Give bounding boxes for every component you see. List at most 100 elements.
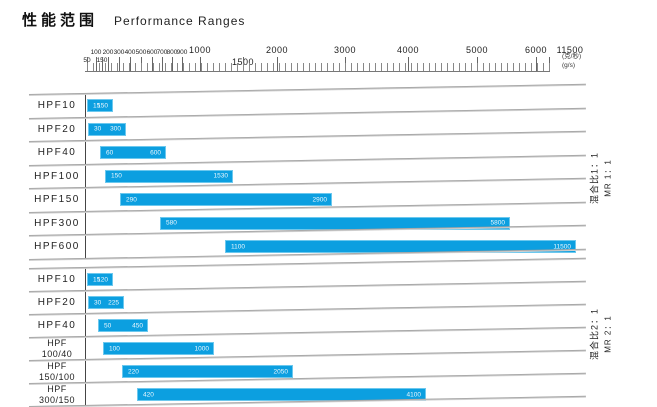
bar-min-value: 100 (109, 345, 120, 352)
axis-major-tick (152, 57, 153, 71)
axis-minor-tick (489, 63, 490, 71)
axis-major-tick (172, 57, 173, 71)
row-divider (28, 257, 586, 270)
axis-tick-label: 5000 (465, 45, 489, 55)
axis-minor-tick (249, 63, 250, 71)
axis-tick-label: 6000 (524, 45, 548, 55)
page-title: 性能范围 Performance Ranges (22, 9, 245, 30)
bar-max-value: 450 (132, 322, 143, 329)
axis-tick-label: 300 (113, 49, 125, 56)
row-label-HPF10: HPF10 (37, 100, 77, 112)
axis-minor-tick (243, 63, 244, 71)
page-title-en: Performance Ranges (114, 14, 246, 28)
range-bar-HPF-150-100: 220 2050 (122, 365, 293, 378)
axis-minor-tick (183, 63, 184, 71)
axis-tick-label: 200 (102, 49, 114, 56)
axis-minor-tick (381, 63, 382, 71)
axis-minor-tick (465, 63, 466, 71)
bar-max-value: 1530 (213, 172, 228, 180)
axis-minor-tick (447, 63, 448, 71)
axis-minor-tick (549, 63, 550, 71)
row-label-HPF20: HPF20 (37, 123, 77, 135)
bar-max-value: 225 (108, 299, 119, 306)
axis-tick-label: 600 (146, 49, 158, 56)
axis-minor-tick (117, 63, 118, 71)
bar-max-value: 120 (97, 276, 108, 283)
bar-min-value: 30 (94, 299, 102, 306)
axis-tick-label: 1500 (232, 57, 254, 67)
bar-min-value: 580 (166, 219, 177, 227)
axis-minor-tick (357, 63, 358, 71)
axis-minor-tick (333, 63, 334, 71)
axis-unit-zh: (克/秒) (562, 53, 582, 60)
bar-min-value: 290 (126, 196, 137, 204)
range-bar-HPF20: 30 225 (88, 296, 124, 309)
axis-unit-en: (g/s) (562, 62, 575, 69)
axis-minor-tick (99, 63, 100, 71)
bar-min-value: 30 (94, 125, 102, 133)
axis-minor-tick (537, 63, 538, 71)
axis-minor-tick (297, 63, 298, 71)
axis-minor-tick (405, 63, 406, 71)
axis-minor-tick (219, 63, 220, 71)
axis-minor-tick (495, 63, 496, 71)
axis-minor-tick (171, 63, 172, 71)
axis-minor-tick (423, 63, 424, 71)
axis-minor-tick (363, 63, 364, 71)
axis-major-tick (162, 57, 163, 71)
axis-minor-tick (339, 63, 340, 71)
bar-max-value: 300 (110, 125, 121, 133)
axis-minor-tick (255, 63, 256, 71)
axis-major-tick (182, 57, 183, 71)
bar-min-value: 60 (106, 149, 114, 157)
bar-max-value: 4100 (406, 391, 421, 398)
axis-tick-label: 700 (156, 49, 168, 56)
row-label-HPF100: HPF100 (34, 170, 80, 182)
row-label-HPF40: HPF40 (37, 320, 77, 331)
range-bar-HPF10: 15 150 (87, 99, 113, 113)
bar-max-value: 1000 (194, 345, 209, 352)
axis-tick-label: 400 (124, 49, 136, 56)
range-bar-HPF100: 150 1530 (105, 169, 233, 183)
axis-minor-tick (519, 63, 520, 71)
row-label-HPF20: HPF20 (37, 297, 77, 308)
axis-minor-tick (393, 63, 394, 71)
axis-tick-label: 900 (176, 49, 188, 56)
chart-mixing-ratio-1-1: HPF10 15 150 HPF20 30 300 HPF40 60 600 HPF100 150 1… (28, 83, 586, 261)
range-bar-HPF150: 290 2900 (120, 193, 332, 207)
row-label-HPF-100-40: HPF 100/40 (41, 337, 73, 359)
bar-max-value: 2900 (312, 196, 327, 204)
axis-minor-tick (87, 63, 88, 71)
axis-minor-tick (369, 63, 370, 71)
axis-minor-tick (513, 63, 514, 71)
axis-minor-tick (225, 63, 226, 71)
axis-minor-tick (105, 63, 106, 71)
axis-units: (克/秒) (g/s) (562, 52, 581, 70)
axis-minor-tick (315, 63, 316, 71)
axis-minor-tick (543, 63, 544, 71)
axis-major-tick (119, 57, 120, 71)
bar-max-value: 11500 (553, 243, 571, 251)
axis-minor-tick (531, 63, 532, 71)
bar-max-value: 5800 (490, 219, 505, 227)
range-bar-HPF10: 15 120 (87, 273, 113, 286)
axis-tick-label: 500 (135, 49, 147, 56)
axis-minor-tick (453, 63, 454, 71)
axis-minor-tick (267, 63, 268, 71)
axis-minor-tick (93, 63, 94, 71)
axis-minor-tick (141, 63, 142, 71)
axis-minor-tick (165, 63, 166, 71)
axis-minor-tick (237, 63, 238, 71)
group-label-mr-2-1: 混合比2：1 MR 2：1 (584, 288, 618, 380)
axis-major-tick (536, 57, 537, 71)
axis-tick-label: 2000 (265, 45, 289, 55)
row-label-HPF10: HPF10 (37, 274, 77, 285)
axis-minor-tick (327, 63, 328, 71)
axis-tick-label: 11500 (556, 45, 584, 55)
axis-minor-tick (177, 63, 178, 71)
page-title-zh: 性能范围 (22, 12, 99, 29)
axis-major-tick (96, 57, 97, 71)
bar-max-value: 150 (97, 102, 108, 110)
axis-minor-tick (189, 63, 190, 71)
